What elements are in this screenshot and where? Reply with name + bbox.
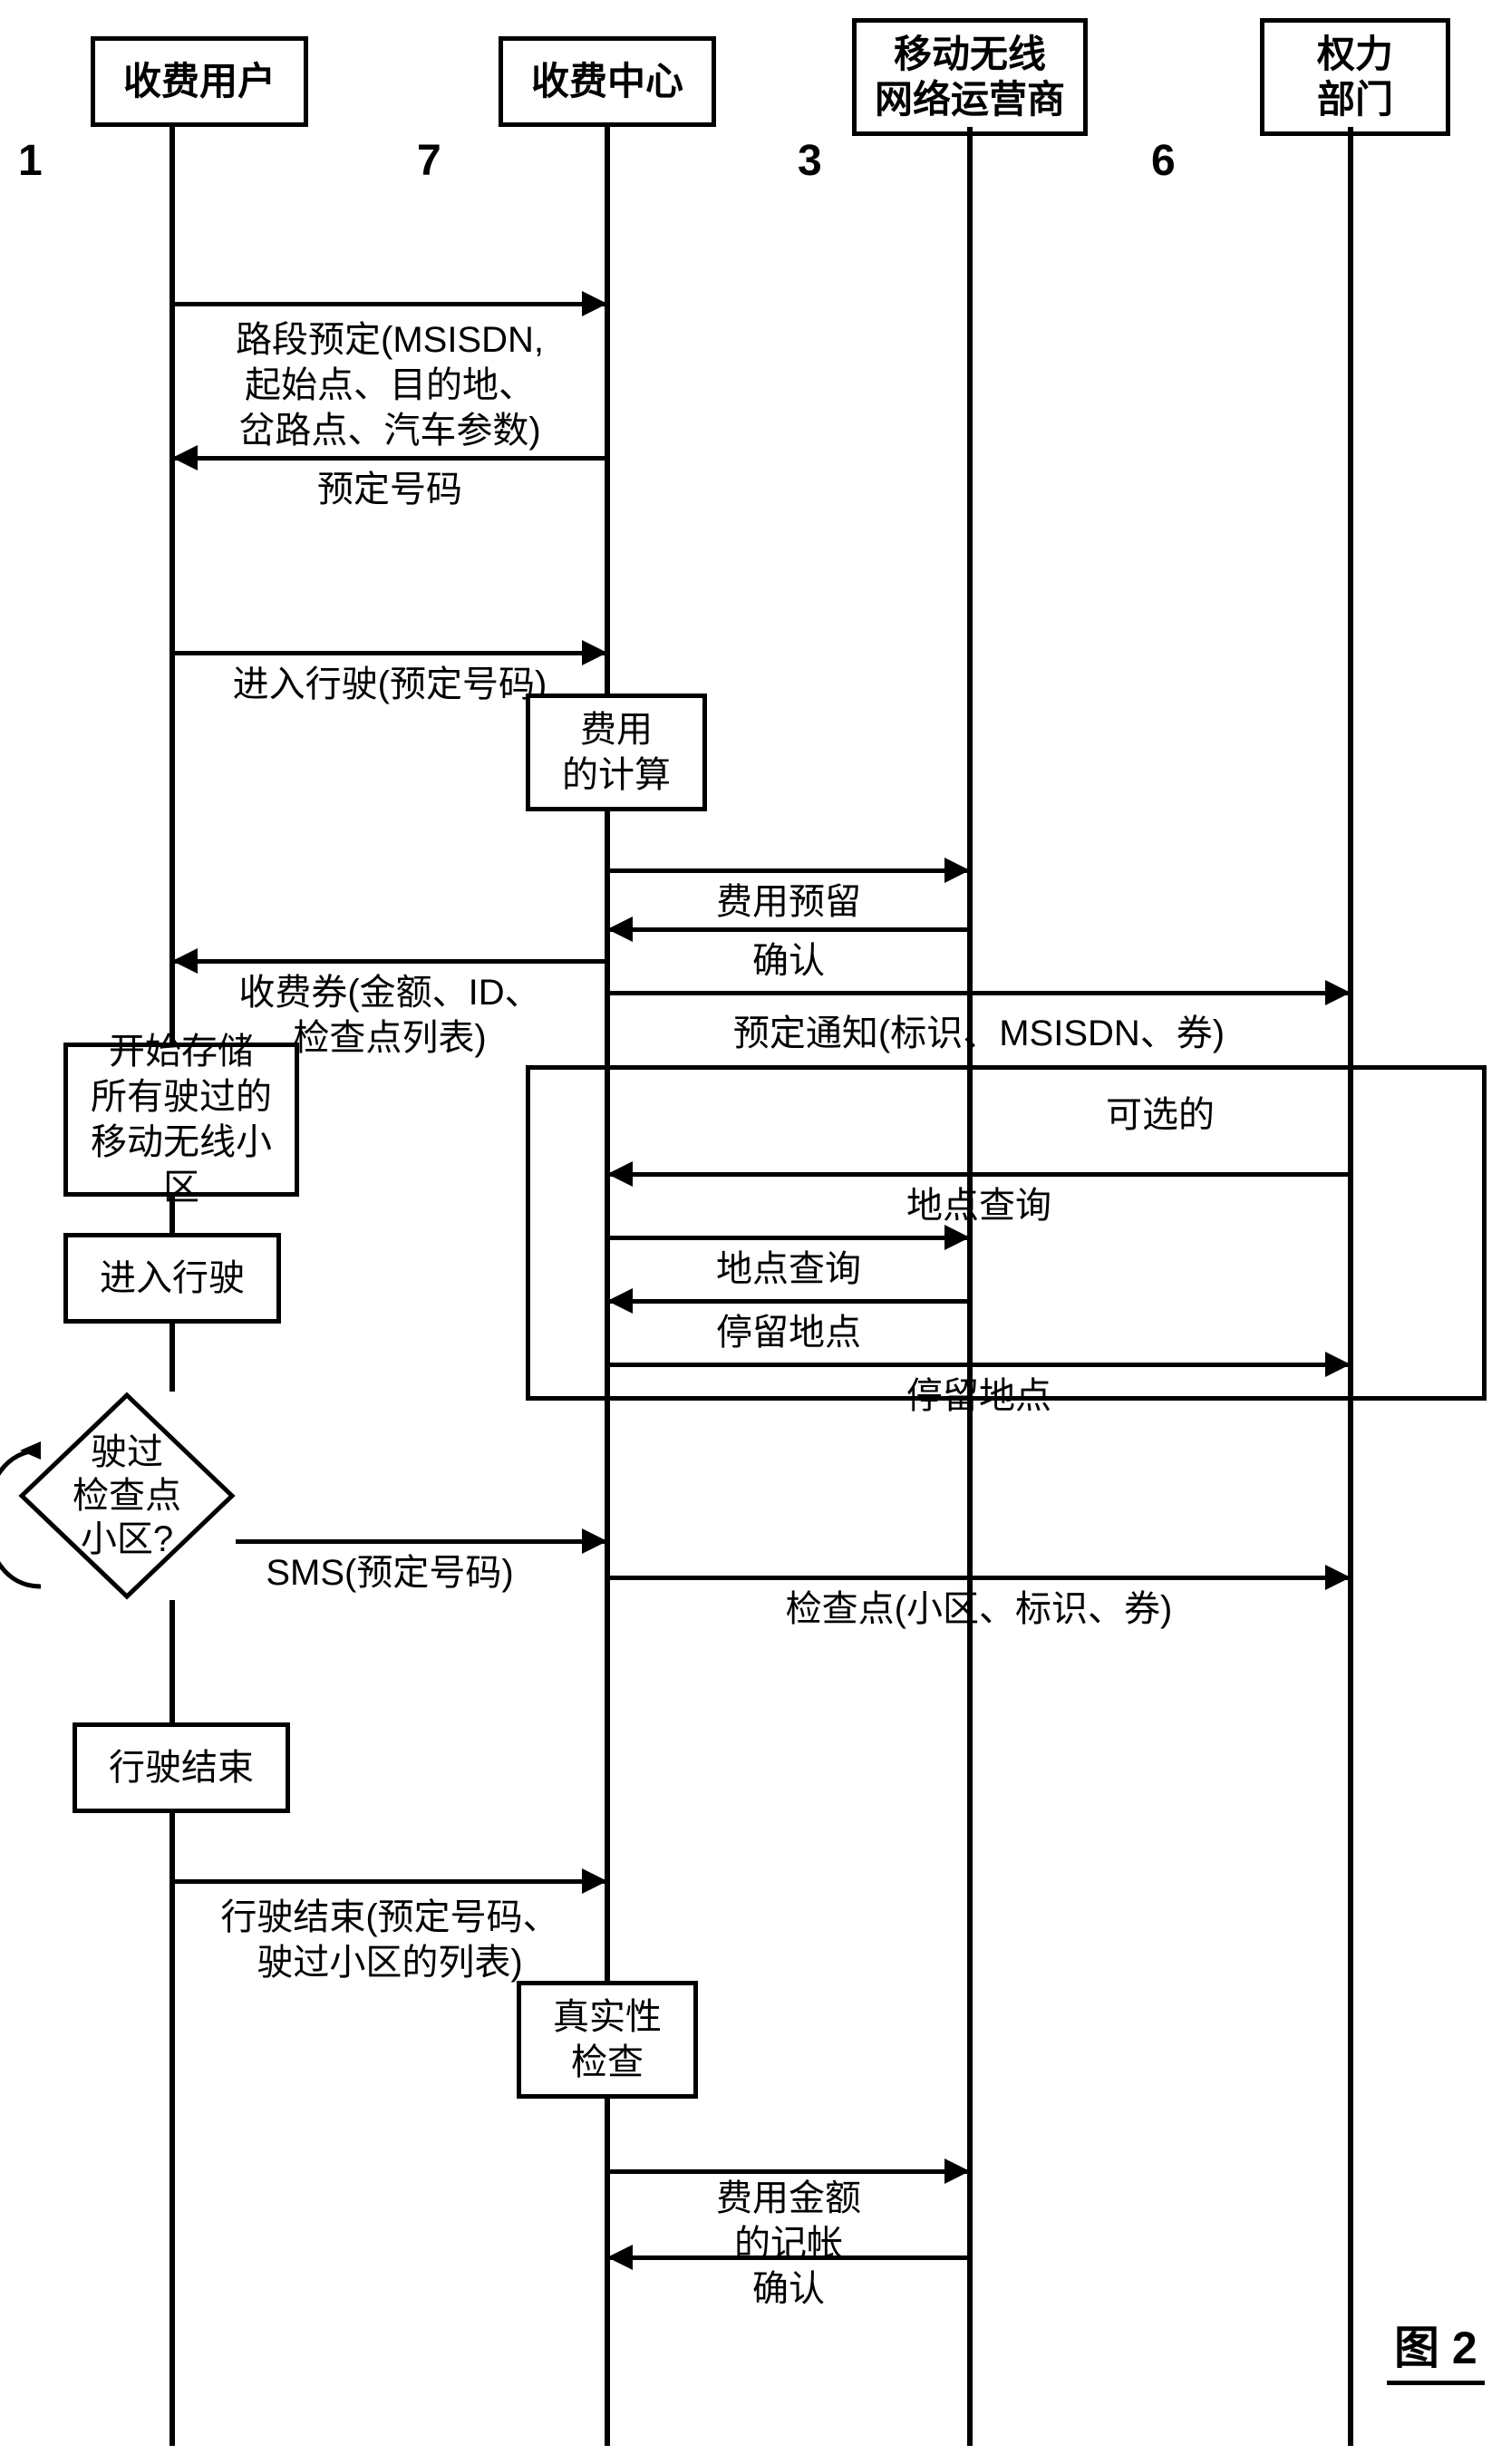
lane-header-user: 收费用户 bbox=[91, 36, 308, 127]
box-trip_end: 行驶结束 bbox=[73, 1722, 290, 1813]
msg-reserve-head bbox=[582, 291, 607, 316]
box-start_store: 开始存储 所有驶过的 移动无线小区 bbox=[63, 1043, 299, 1197]
msg-label-fee_book: 费用金额 的记帐 bbox=[616, 2176, 961, 2266]
msg-sms-line bbox=[172, 1539, 607, 1544]
figure-label: 图 2 bbox=[1387, 2312, 1485, 2385]
msg-notify-head bbox=[1325, 980, 1351, 1005]
lane-number-user: 1 bbox=[18, 136, 43, 186]
box-fee_calc: 费用 的计算 bbox=[526, 694, 707, 811]
lane-number-auth: 6 bbox=[1151, 136, 1176, 186]
msg-enter_drive-line bbox=[172, 651, 607, 655]
msg-reserve-line bbox=[172, 302, 607, 306]
msg-voucher-line bbox=[172, 959, 607, 964]
msg-label-reserve_num: 预定号码 bbox=[181, 467, 598, 512]
box-verify: 真实性 检查 bbox=[517, 1981, 698, 2099]
loop-arc bbox=[0, 1441, 45, 1596]
msg-label-reserve: 路段预定(MSISDN, 起始点、目的地、 岔路点、汽车参数) bbox=[181, 317, 598, 453]
msg-trip_end_msg-head bbox=[582, 1868, 607, 1894]
msg-label-sms: SMS(预定号码) bbox=[181, 1550, 598, 1596]
lane-number-mno: 3 bbox=[798, 136, 822, 186]
msg-label-notify: 预定通知(标识、MSISDN、券) bbox=[616, 1011, 1341, 1056]
msg-fee_book-line bbox=[607, 2169, 970, 2174]
lane-header-center: 收费中心 bbox=[499, 36, 716, 127]
msg-label-confirm1: 确认 bbox=[616, 938, 961, 984]
lane-header-auth: 权力 部门 bbox=[1260, 18, 1450, 136]
msg-checkpoint-line bbox=[607, 1576, 1351, 1580]
lane-header-mno: 移动无线 网络运营商 bbox=[852, 18, 1088, 136]
msg-trip_end_msg-line bbox=[172, 1879, 607, 1884]
msg-label-confirm2: 确认 bbox=[616, 2266, 961, 2312]
msg-notify-line bbox=[607, 991, 1351, 995]
lane-number-center: 7 bbox=[417, 136, 441, 186]
msg-reserve_num-line bbox=[172, 456, 607, 461]
box-enter: 进入行驶 bbox=[63, 1233, 281, 1324]
msg-label-fee_reserve: 费用预留 bbox=[616, 879, 961, 925]
msg-confirm2-line bbox=[607, 2255, 970, 2260]
sequence-diagram: 收费用户 1 收费中心 7 移动无线 网络运营商 3 权力 部门 6 路段预定(MSISDN, … bbox=[18, 18, 1493, 2446]
msg-label-trip_end_msg: 行驶结束(预定号码、 驶过小区的列表) bbox=[181, 1895, 598, 1985]
decision-checkpoint: 驶过 检查点 小区? bbox=[18, 1392, 236, 1600]
msg-fee_reserve-line bbox=[607, 868, 970, 873]
option-frame bbox=[526, 1065, 1487, 1401]
decision-text: 驶过 检查点 小区? bbox=[73, 1431, 181, 1561]
msg-confirm1-line bbox=[607, 927, 970, 932]
msg-label-checkpoint: 检查点(小区、标识、券) bbox=[616, 1586, 1341, 1632]
